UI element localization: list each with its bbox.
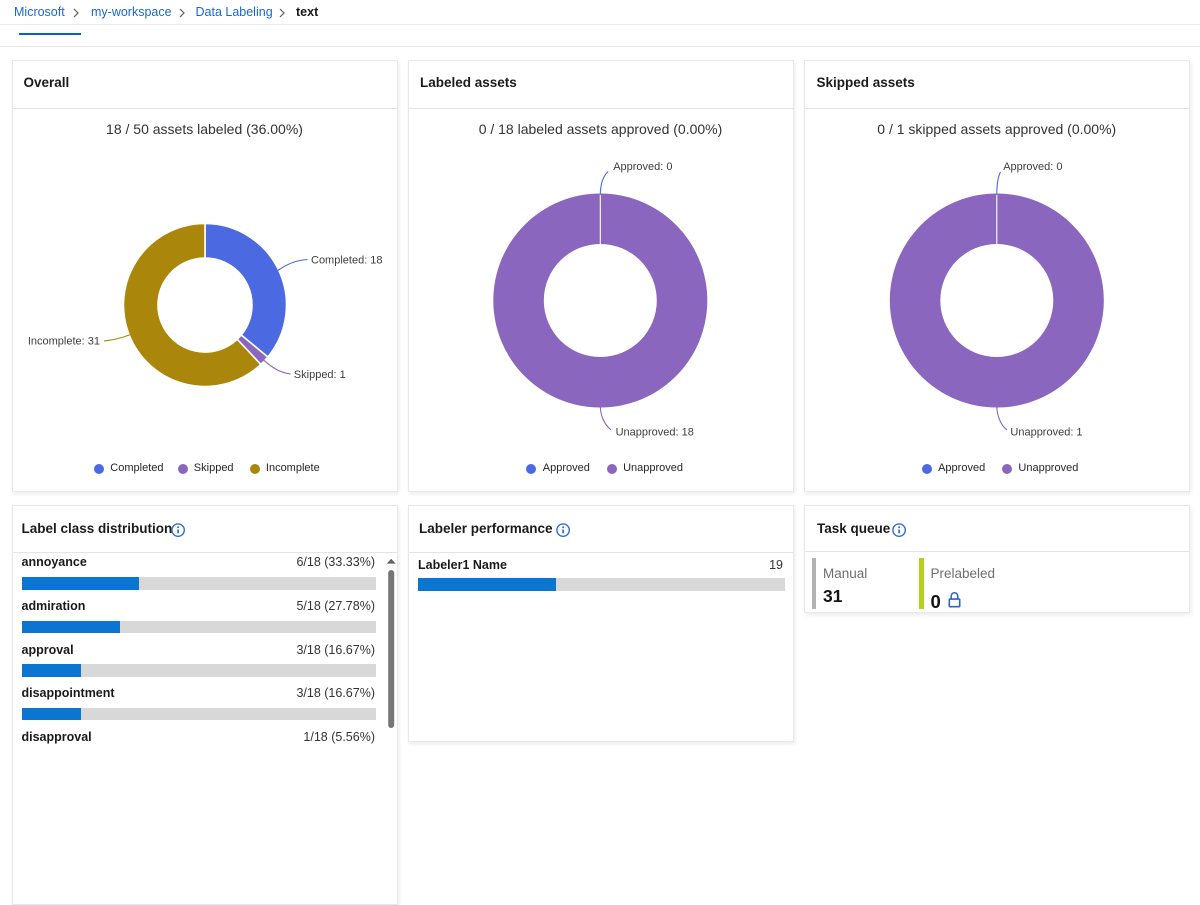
- svg-text:Completed: 18: Completed: 18: [311, 255, 383, 267]
- svg-text:Approved: 0: Approved: 0: [613, 161, 672, 173]
- svg-text:Approved: 0: Approved: 0: [1003, 161, 1062, 173]
- svg-text:Incomplete: 31: Incomplete: 31: [28, 336, 100, 348]
- svg-text:Unapproved: 18: Unapproved: 18: [616, 426, 694, 438]
- svg-text:Skipped: 1: Skipped: 1: [294, 369, 346, 381]
- svg-text:Unapproved: 1: Unapproved: 1: [1010, 426, 1082, 438]
